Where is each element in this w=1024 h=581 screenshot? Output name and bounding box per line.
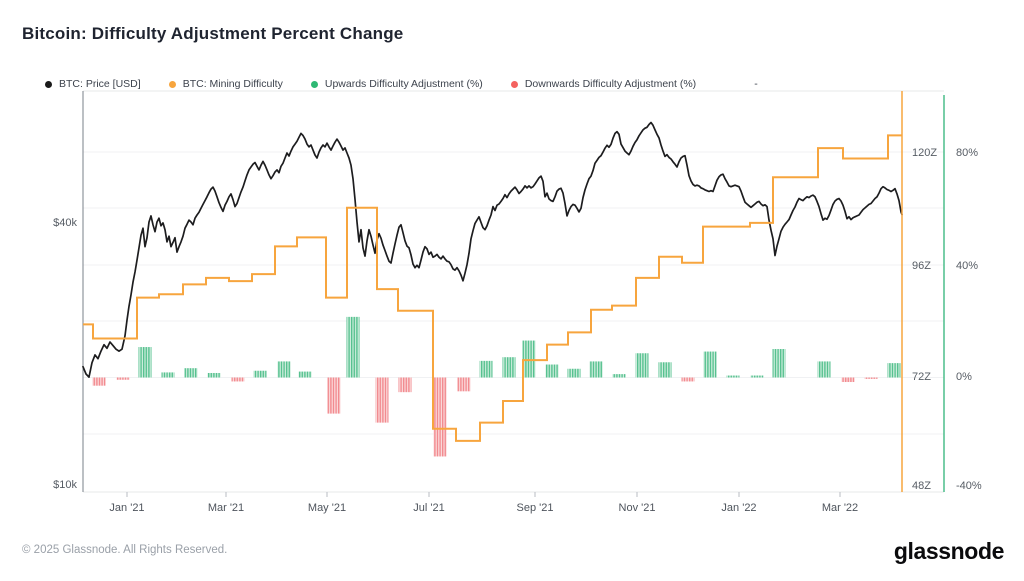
legend-extra: - (754, 78, 758, 90)
adjustment-bar-up (612, 374, 626, 378)
price-axis-label-0: $40k (53, 217, 77, 229)
glassnode-logo: glassnode (893, 538, 1005, 564)
adjustment-bar-down (92, 377, 106, 386)
percent-axis-label-0: 80% (956, 147, 978, 159)
adjustment-bar-down (457, 377, 471, 392)
adjustment-bar-up (479, 360, 493, 378)
percent-axis-label-2: 0% (956, 371, 972, 383)
adjustment-bar-up (207, 372, 221, 378)
adjustment-bar-down (231, 377, 245, 382)
difficulty-axis-label-0: 120Z (912, 147, 937, 159)
x-axis-label-4: Sep '21 (517, 502, 554, 514)
adjustment-bar-down (375, 377, 389, 423)
chart-legend: BTC: Price [USD] BTC: Mining Difficulty Up… (45, 78, 758, 90)
adjustment-bar-up (567, 368, 581, 378)
legend-dot-icon (45, 80, 52, 88)
difficulty-line (83, 134, 902, 442)
difficulty-axis-label-3: 48Z (912, 480, 931, 492)
legend-item-label: BTC: Mining Difficulty (182, 78, 283, 90)
price-axis-label-1: $10k (53, 479, 77, 491)
adjustment-bar-down (398, 377, 412, 393)
adjustment-bar-down (433, 377, 447, 457)
x-axis-label-1: Mar '21 (208, 502, 244, 514)
adjustment-bar-up (887, 363, 901, 378)
adjustment-bar-up (545, 364, 559, 378)
adjustment-bar-up (750, 375, 764, 378)
adjustment-bar-up (772, 349, 786, 378)
difficulty-axis-label-2: 72Z (912, 371, 931, 383)
adjustment-bar-up (138, 347, 152, 378)
x-axis-label-3: Jul '21 (413, 502, 444, 514)
x-axis-label-5: Nov '21 (619, 502, 656, 514)
legend-item-label: Upwards Difficulty Adjustment (%) (324, 78, 483, 90)
adjustment-bar-down (116, 377, 130, 380)
legend-dot-icon (310, 80, 318, 88)
percent-axis-label-3: -40% (956, 480, 982, 492)
adjustment-bar-up (703, 351, 717, 378)
adjustment-bar-up (726, 375, 740, 378)
adjustment-bar-up (522, 340, 536, 378)
legend-dot-icon (168, 80, 176, 88)
adjustment-bar-up (184, 368, 198, 378)
adjustment-bar-down (841, 377, 855, 383)
price-line (82, 121, 903, 378)
adjustment-bar-up (253, 370, 267, 378)
copyright-text: © 2025 Glassnode. All Rights Reserved. (22, 544, 228, 556)
page-title: Bitcoin: Difficulty Adjustment Percent C… (22, 24, 404, 43)
x-axis-label-6: Jan '22 (721, 502, 756, 514)
legend-dot-icon (510, 80, 518, 88)
legend-item-label: Downwards Difficulty Adjustment (%) (524, 78, 697, 90)
legend-item-3[interactable]: Downwards Difficulty Adjustment (%) (510, 78, 697, 90)
adjustment-bar-up (635, 353, 649, 378)
adjustment-bar-up (277, 361, 291, 378)
adjustment-bar-down (681, 377, 695, 382)
adjustment-bar-down (864, 377, 878, 379)
adjustment-bar-up (658, 362, 672, 378)
legend-item-label: BTC: Price [USD] (59, 78, 141, 90)
adjustment-bar-up (817, 361, 831, 378)
x-axis-label-2: May '21 (308, 502, 346, 514)
legend-item-0[interactable]: BTC: Price [USD] (45, 78, 141, 90)
adjustment-bar-up (346, 316, 360, 378)
legend-item-1[interactable]: BTC: Mining Difficulty (168, 78, 283, 90)
adjustment-bar-up (161, 372, 175, 378)
percent-axis-label-1: 40% (956, 260, 978, 272)
adjustment-bar-up (589, 361, 603, 378)
x-axis-label-7: Mar '22 (822, 502, 858, 514)
adjustment-bar-up (502, 357, 516, 378)
legend-item-2[interactable]: Upwards Difficulty Adjustment (%) (310, 78, 483, 90)
adjustment-bar-up (298, 371, 312, 378)
difficulty-axis-label-1: 96Z (912, 260, 931, 272)
adjustment-bar-down (327, 377, 341, 414)
x-axis-label-0: Jan '21 (109, 502, 144, 514)
